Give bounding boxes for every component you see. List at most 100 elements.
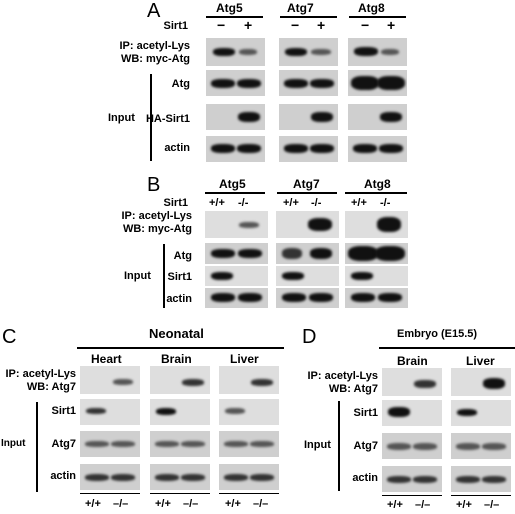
panel-c-input-bracket xyxy=(36,402,38,492)
panel-a-actin-blot-3 xyxy=(348,136,407,162)
panel-c-actin-blot-brain xyxy=(150,464,210,490)
panel-a-underline-atg7 xyxy=(280,16,337,18)
panel-b-row-atg: Atg xyxy=(173,250,192,262)
panel-b-wb-label: WB: myc-Atg xyxy=(122,223,192,235)
panel-c-sirt1-blot-brain xyxy=(150,399,210,425)
panel-c-tissue-liver: Liver xyxy=(230,352,259,366)
panel-a-sirt1-label: Sirt1 xyxy=(163,20,188,32)
panel-b-group-atg5: Atg5 xyxy=(219,177,246,191)
panel-d-wt-brain: +/+ xyxy=(387,499,403,511)
panel-d-ip-blot-liver xyxy=(451,368,511,396)
panel-a-plus-2: + xyxy=(317,17,326,33)
panel-c-row-sirt1: Sirt1 xyxy=(51,405,76,417)
panel-a-group-atg5: Atg5 xyxy=(216,1,243,15)
panel-c-sirt1-blot-liver xyxy=(219,399,279,425)
panel-b-sirt1-blot-1 xyxy=(205,266,268,286)
panel-a-plus-1: + xyxy=(244,17,253,33)
panel-d-ip-blot-brain xyxy=(382,368,442,396)
panel-b-actin-blot-2 xyxy=(276,288,339,308)
panel-b-underline-atg7 xyxy=(277,192,337,194)
panel-d-sirt1-blot-brain xyxy=(382,400,442,426)
panel-b-sirt1-blot-3 xyxy=(345,266,408,286)
panel-d-tissue-brain: Brain xyxy=(397,354,428,368)
panel-c-row-atg7: Atg7 xyxy=(51,438,76,450)
panel-c-wb-label: WB: Atg7 xyxy=(26,381,76,393)
panel-c-bottom-rule-heart xyxy=(80,493,140,494)
panel-c-tissue-heart: Heart xyxy=(91,352,122,366)
panel-a-minus-2: − xyxy=(291,17,300,33)
panel-c-atg7-blot-heart xyxy=(80,431,140,457)
panel-c-atg7-blot-brain xyxy=(150,431,210,457)
panel-a-ip-blot-atg5 xyxy=(206,38,265,66)
panel-c-ko-liver: –/– xyxy=(253,498,269,510)
panel-c-ko-heart: –/– xyxy=(113,498,129,510)
panel-d-input-label: Input xyxy=(304,439,331,451)
panel-b-ko-1: -/- xyxy=(238,197,249,209)
panel-c-wt-liver: +/+ xyxy=(225,498,241,510)
panel-a-atg-blot-1 xyxy=(206,70,265,96)
panel-b-wt-2: +/+ xyxy=(283,197,299,209)
panel-d-ko-liver: –/– xyxy=(484,499,500,511)
panel-d-sirt1-blot-liver xyxy=(451,400,511,426)
panel-b-input-bracket xyxy=(163,244,165,308)
panel-b-ip-blot-atg7 xyxy=(276,211,339,238)
panel-a-ha-sirt1-blot-1 xyxy=(206,104,265,130)
panel-b-row-actin: actin xyxy=(166,293,192,305)
panel-c-bottom-rule-liver xyxy=(219,493,279,494)
panel-d-row-sirt1: Sirt1 xyxy=(353,407,378,419)
panel-a-plus-3: + xyxy=(387,17,396,33)
panel-b-wt-1: +/+ xyxy=(209,197,225,209)
panel-a-row-actin: actin xyxy=(164,142,190,154)
panel-b-ko-3: -/- xyxy=(380,197,391,209)
panel-a-ip-label: IP: acetyl-Lys xyxy=(119,40,190,52)
panel-d-input-bracket xyxy=(338,401,340,491)
panel-d-ko-brain: –/– xyxy=(415,499,431,511)
panel-d-row-atg7: Atg7 xyxy=(353,440,378,452)
panel-b-ip-blot-atg8 xyxy=(345,211,408,238)
panel-d-actin-blot-brain xyxy=(382,466,442,492)
panel-d-title: Embryo (E15.5) xyxy=(397,328,478,340)
panel-a-ip-blot-atg8 xyxy=(348,38,407,66)
panel-d-atg7-blot-liver xyxy=(451,433,511,459)
panel-a-wb-label: WB: myc-Atg xyxy=(120,53,190,65)
panel-c-actin-blot-heart xyxy=(80,464,140,490)
panel-b-input-label: Input xyxy=(124,270,151,282)
panel-a-actin-blot-1 xyxy=(206,136,265,162)
panel-a-atg-blot-2 xyxy=(279,70,338,96)
panel-c-title-rule xyxy=(77,347,284,349)
panel-d-bottom-rule-brain xyxy=(382,495,442,496)
panel-c-sirt1-blot-heart xyxy=(80,399,140,425)
panel-a-row-atg: Atg xyxy=(171,78,190,90)
panel-a-input-bracket xyxy=(150,74,152,161)
panel-c-atg7-blot-liver xyxy=(219,431,279,457)
panel-b-actin-blot-1 xyxy=(205,288,268,308)
panel-c-ip-blot-heart xyxy=(80,366,140,394)
panel-b-atg-blot-1 xyxy=(205,243,268,264)
panel-b-ip-label: IP: acetyl-Lys xyxy=(121,210,192,222)
panel-d-tissue-liver: Liver xyxy=(466,354,495,368)
panel-b-group-atg8: Atg8 xyxy=(364,177,391,191)
panel-c-letter: C xyxy=(2,326,17,348)
panel-a-group-atg8: Atg8 xyxy=(358,1,385,15)
panel-a-row-ha-sirt1: HA-Sirt1 xyxy=(145,113,190,125)
panel-b-wt-3: +/+ xyxy=(351,197,367,209)
panel-d-row-actin: actin xyxy=(352,472,378,484)
panel-a-minus-3: − xyxy=(361,17,370,33)
panel-b-underline-atg8 xyxy=(345,192,407,194)
panel-a-letter: A xyxy=(147,0,161,22)
panel-a-ip-blot-atg7 xyxy=(279,38,338,66)
panel-a-actin-blot-2 xyxy=(279,136,338,162)
panel-c-title: Neonatal xyxy=(149,326,204,341)
panel-d-title-rule xyxy=(379,347,515,349)
panel-d-letter: D xyxy=(302,326,317,348)
panel-c-wt-heart: +/+ xyxy=(85,498,101,510)
panel-c-bottom-rule-brain xyxy=(150,493,210,494)
panel-c-ip-blot-brain xyxy=(150,366,210,394)
panel-d-actin-blot-liver xyxy=(451,466,511,492)
panel-b-ip-blot-atg5 xyxy=(205,211,268,238)
panel-a-atg-blot-3 xyxy=(348,70,407,96)
panel-d-ip-label: IP: acetyl-Lys xyxy=(307,370,378,382)
panel-b-row-sirt1: Sirt1 xyxy=(167,271,192,283)
panel-c-input-label: Input xyxy=(1,438,26,449)
panel-c-row-actin: actin xyxy=(50,470,76,482)
